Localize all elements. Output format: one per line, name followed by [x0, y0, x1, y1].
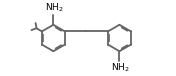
Text: NH$_2$: NH$_2$	[111, 62, 130, 74]
Text: NH$_2$: NH$_2$	[45, 2, 64, 14]
